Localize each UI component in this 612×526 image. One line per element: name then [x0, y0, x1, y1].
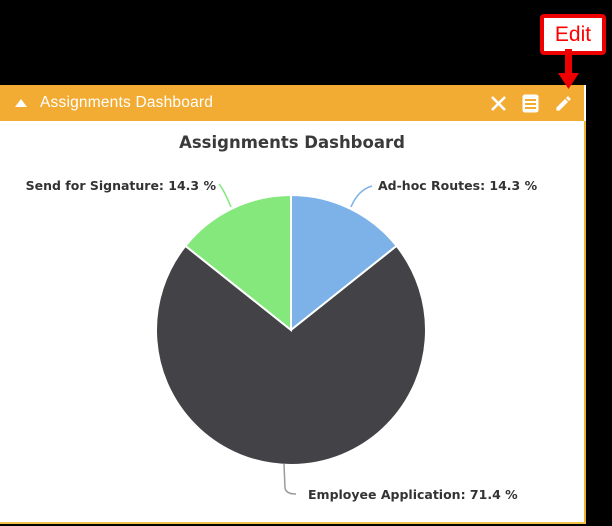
- edit-callout: Edit: [540, 14, 606, 55]
- header-icons: [490, 94, 584, 113]
- leader-line-1: [283, 463, 297, 495]
- slice-label-send-for-signature: Send for Signature: 14.3 %: [25, 178, 216, 193]
- chart-title: Assignments Dashboard: [179, 133, 405, 152]
- collapse-icon[interactable]: [15, 99, 27, 107]
- edit-arrow-icon: [558, 49, 579, 89]
- dashboard-widget-panel: Assignments Dashboard: [0, 85, 586, 524]
- edit-callout-label: Edit: [554, 23, 592, 46]
- list-icon: [522, 94, 539, 112]
- widget-header: Assignments Dashboard: [0, 85, 586, 121]
- close-button[interactable]: [490, 95, 507, 112]
- list-view-button[interactable]: [522, 94, 539, 113]
- pencil-icon: [556, 95, 571, 111]
- widget-title: Assignments Dashboard: [40, 94, 214, 111]
- leader-line-0: [350, 185, 373, 208]
- pie-chart[interactable]: [121, 160, 461, 500]
- slice-label-employee-application: Employee Application: 71.4 %: [308, 487, 518, 502]
- close-icon: [491, 95, 506, 111]
- edit-button[interactable]: [554, 94, 573, 113]
- slice-label-ad-hoc-routes: Ad-hoc Routes: 14.3 %: [378, 178, 538, 193]
- widget-body: Assignments Dashboard Send for Signature…: [0, 121, 586, 524]
- leader-line-2: [218, 183, 232, 208]
- pie-slice-1[interactable]: [155, 244, 427, 466]
- pie-slice-0[interactable]: [290, 193, 399, 333]
- pie-slice-2[interactable]: [183, 193, 292, 333]
